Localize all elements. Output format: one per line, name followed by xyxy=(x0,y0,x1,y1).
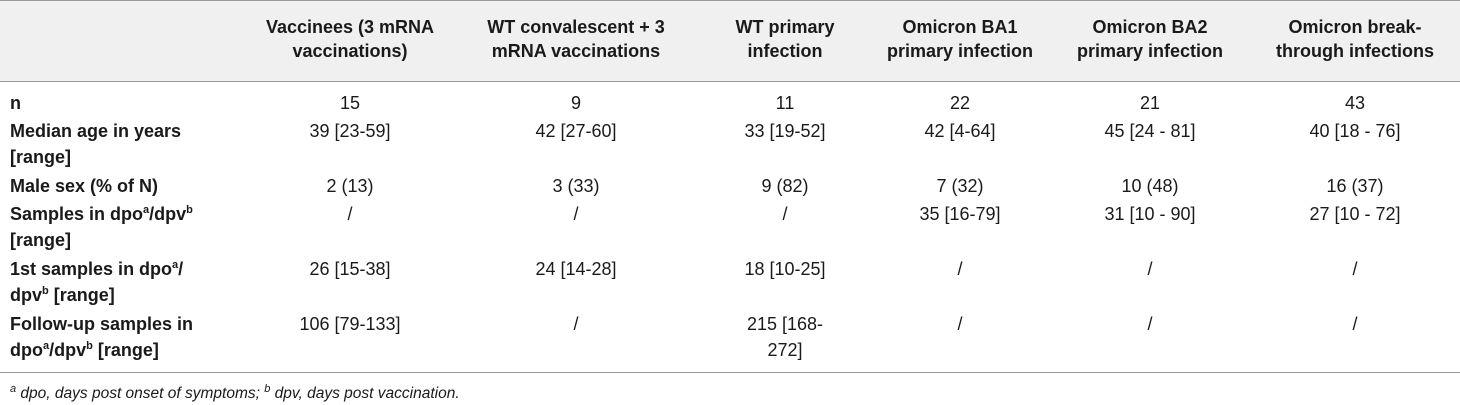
row-label-text: [range] xyxy=(48,285,115,305)
table-cell: 39 [23-59] xyxy=(309,121,391,141)
table-cell: / xyxy=(347,204,353,224)
table-cell: / xyxy=(1352,314,1358,334)
table-cell: 33 [19-52] xyxy=(744,121,826,141)
row-label-text: Median age in years xyxy=(10,121,182,141)
table-cell: / xyxy=(573,314,579,334)
row-label: Follow-up samples in dpoa/dpvb [range] xyxy=(10,311,250,363)
table-cell: 11 xyxy=(775,93,795,113)
table-cell: 10 (48) xyxy=(1121,176,1179,196)
table-cell: 9 xyxy=(570,93,581,113)
table-cell: 9 (82) xyxy=(761,176,809,196)
table-cell: 7 (32) xyxy=(936,176,984,196)
table-footnote: a dpo, days post onset of symptoms; b dp… xyxy=(10,382,460,404)
column-header-line: infection xyxy=(747,41,823,61)
column-header-line: mRNA vaccinations xyxy=(491,41,661,61)
table-header: Vaccinees (3 mRNA vaccinations) WT conva… xyxy=(0,0,1460,82)
table-cell: 27 [10 - 72] xyxy=(1309,204,1401,224)
column-header-line: Omicron BA2 xyxy=(1092,17,1208,37)
column-header-line: Omicron break- xyxy=(1288,17,1422,37)
row-label-text: [range] xyxy=(92,340,159,360)
column-header-line: through infections xyxy=(1276,41,1434,61)
table-cell: 40 [18 - 76] xyxy=(1309,121,1401,141)
row-label-text: [range] xyxy=(10,147,72,167)
table-cell: 43 xyxy=(1344,93,1366,113)
table-cell: 45 [24 - 81] xyxy=(1104,121,1196,141)
table-cell: 35 [16-79] xyxy=(919,204,1001,224)
row-label-text: Follow-up samples in xyxy=(10,314,194,334)
table-cell: / xyxy=(957,259,963,279)
column-header-line: vaccinations) xyxy=(292,41,408,61)
column-header-line: Omicron BA1 xyxy=(902,17,1018,37)
table-cell-line: 272] xyxy=(767,340,803,360)
superscript-a: a xyxy=(172,259,179,271)
column-header-omicron-ba2: Omicron BA2 primary infection xyxy=(1050,15,1250,63)
table-cell: 106 [79-133] xyxy=(299,314,401,334)
footnote-text-a: dpo, days post onset of symptoms; xyxy=(16,385,265,402)
row-label-text: dpo xyxy=(10,340,43,360)
column-header-line: WT primary xyxy=(735,17,835,37)
column-header-vaccinees: Vaccinees (3 mRNA vaccinations) xyxy=(248,15,452,63)
table-cell: / xyxy=(1147,314,1153,334)
table-cell: / xyxy=(573,204,579,224)
table-cell: 18 [10-25] xyxy=(744,259,826,279)
table-cell: / xyxy=(957,314,963,334)
column-header-omicron-breakthrough: Omicron break- through infections xyxy=(1250,15,1460,63)
table-cell: / xyxy=(782,204,788,224)
column-header-wt-primary: WT primary infection xyxy=(700,15,870,63)
row-label-text: n xyxy=(10,93,21,113)
row-label: n xyxy=(10,90,250,116)
footnote-superscript-a: a xyxy=(10,382,17,395)
row-label-text: /dpv xyxy=(49,340,87,360)
table-cell: 42 [27-60] xyxy=(535,121,617,141)
superscript-b: b xyxy=(186,204,193,216)
table-cell: / xyxy=(1147,259,1153,279)
table-cell: 24 [14-28] xyxy=(535,259,617,279)
superscript-b: b xyxy=(86,340,93,352)
table-bottom-rule xyxy=(0,372,1460,373)
table-cell-line: 215 [168- xyxy=(746,314,824,334)
table-cell: 16 (37) xyxy=(1326,176,1384,196)
row-label-text: Male sex (% of N) xyxy=(10,176,159,196)
column-header-line: primary infection xyxy=(1076,41,1224,61)
row-label-text: / xyxy=(178,259,184,279)
row-label: Male sex (% of N) xyxy=(10,173,250,199)
table-cell: 22 xyxy=(949,93,971,113)
column-header-wt-convalescent: WT convalescent + 3 mRNA vaccinations xyxy=(452,15,700,63)
column-header-line: Vaccinees (3 mRNA xyxy=(265,17,435,37)
table-cell: 26 [15-38] xyxy=(309,259,391,279)
footnote-text-b: dpv, days post vaccination. xyxy=(270,385,460,402)
table-cell: 21 xyxy=(1139,93,1161,113)
table-cell: 215 [168- 272] xyxy=(700,311,870,363)
table-cell: 15 xyxy=(339,93,361,113)
row-label-text: /dpv xyxy=(149,204,187,224)
column-header-omicron-ba1: Omicron BA1 primary infection xyxy=(870,15,1050,63)
superscript-a: a xyxy=(43,340,50,352)
row-label-text: dpv xyxy=(10,285,43,305)
table-cell: / xyxy=(1352,259,1358,279)
table-cell: 2 (13) xyxy=(326,176,374,196)
column-header-line: WT convalescent + 3 xyxy=(487,17,665,37)
table-cell: 3 (33) xyxy=(552,176,600,196)
superscript-a: a xyxy=(143,204,150,216)
row-label-text: [range] xyxy=(10,230,72,250)
superscript-b: b xyxy=(42,285,49,297)
row-label-text: 1st samples in dpo xyxy=(10,259,173,279)
row-label-text: Samples in dpo xyxy=(10,204,144,224)
row-label: Samples in dpoa/dpvb [range] xyxy=(10,201,250,253)
table-cell: 42 [4-64] xyxy=(924,121,996,141)
row-label: Median age in years [range] xyxy=(10,118,250,170)
column-header-line: primary infection xyxy=(886,41,1034,61)
row-label: 1st samples in dpoa/ dpvb [range] xyxy=(10,256,250,308)
table-cell: 31 [10 - 90] xyxy=(1104,204,1196,224)
footnote-superscript-b: b xyxy=(264,382,271,395)
